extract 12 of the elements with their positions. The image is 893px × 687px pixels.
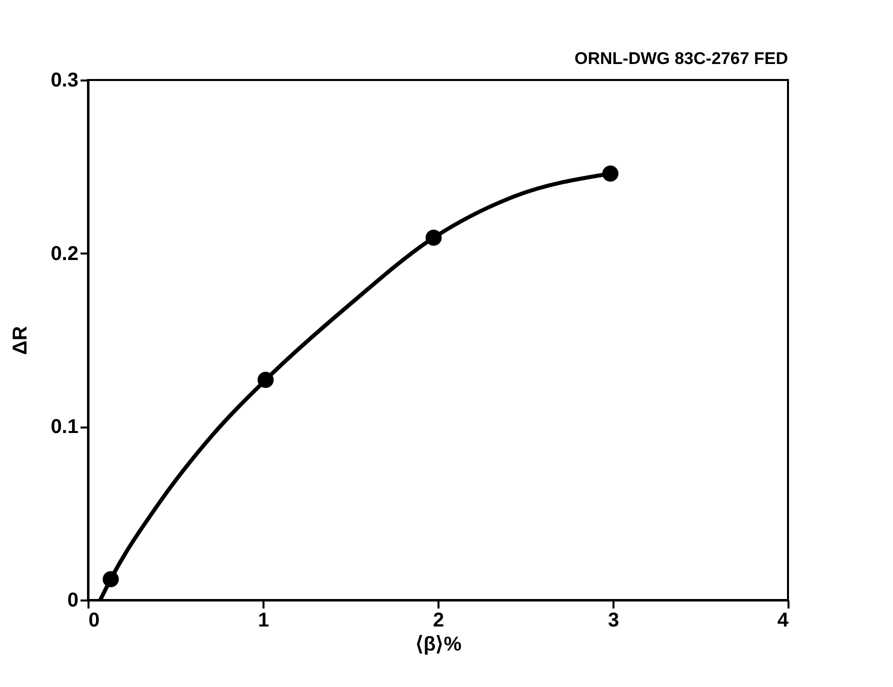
y-tick-label: 0: [67, 590, 78, 612]
y-axis-title: ΔR: [10, 326, 32, 355]
x-tick-label: 4: [777, 610, 790, 632]
x-tick-label: 1: [258, 610, 270, 632]
x-tick-label: 0: [88, 610, 100, 632]
x-axis-title: ⟨β⟩%: [416, 634, 462, 656]
x-tick-label: 2: [432, 610, 444, 632]
x-tick-label: 3: [608, 610, 620, 632]
y-tick-label: 0.1: [50, 416, 78, 438]
y-tick-label: 0.2: [50, 242, 78, 265]
y-tick-label: 0.3: [50, 70, 78, 92]
text: ORNL-DWG 83C-2767 FED: [574, 49, 788, 68]
